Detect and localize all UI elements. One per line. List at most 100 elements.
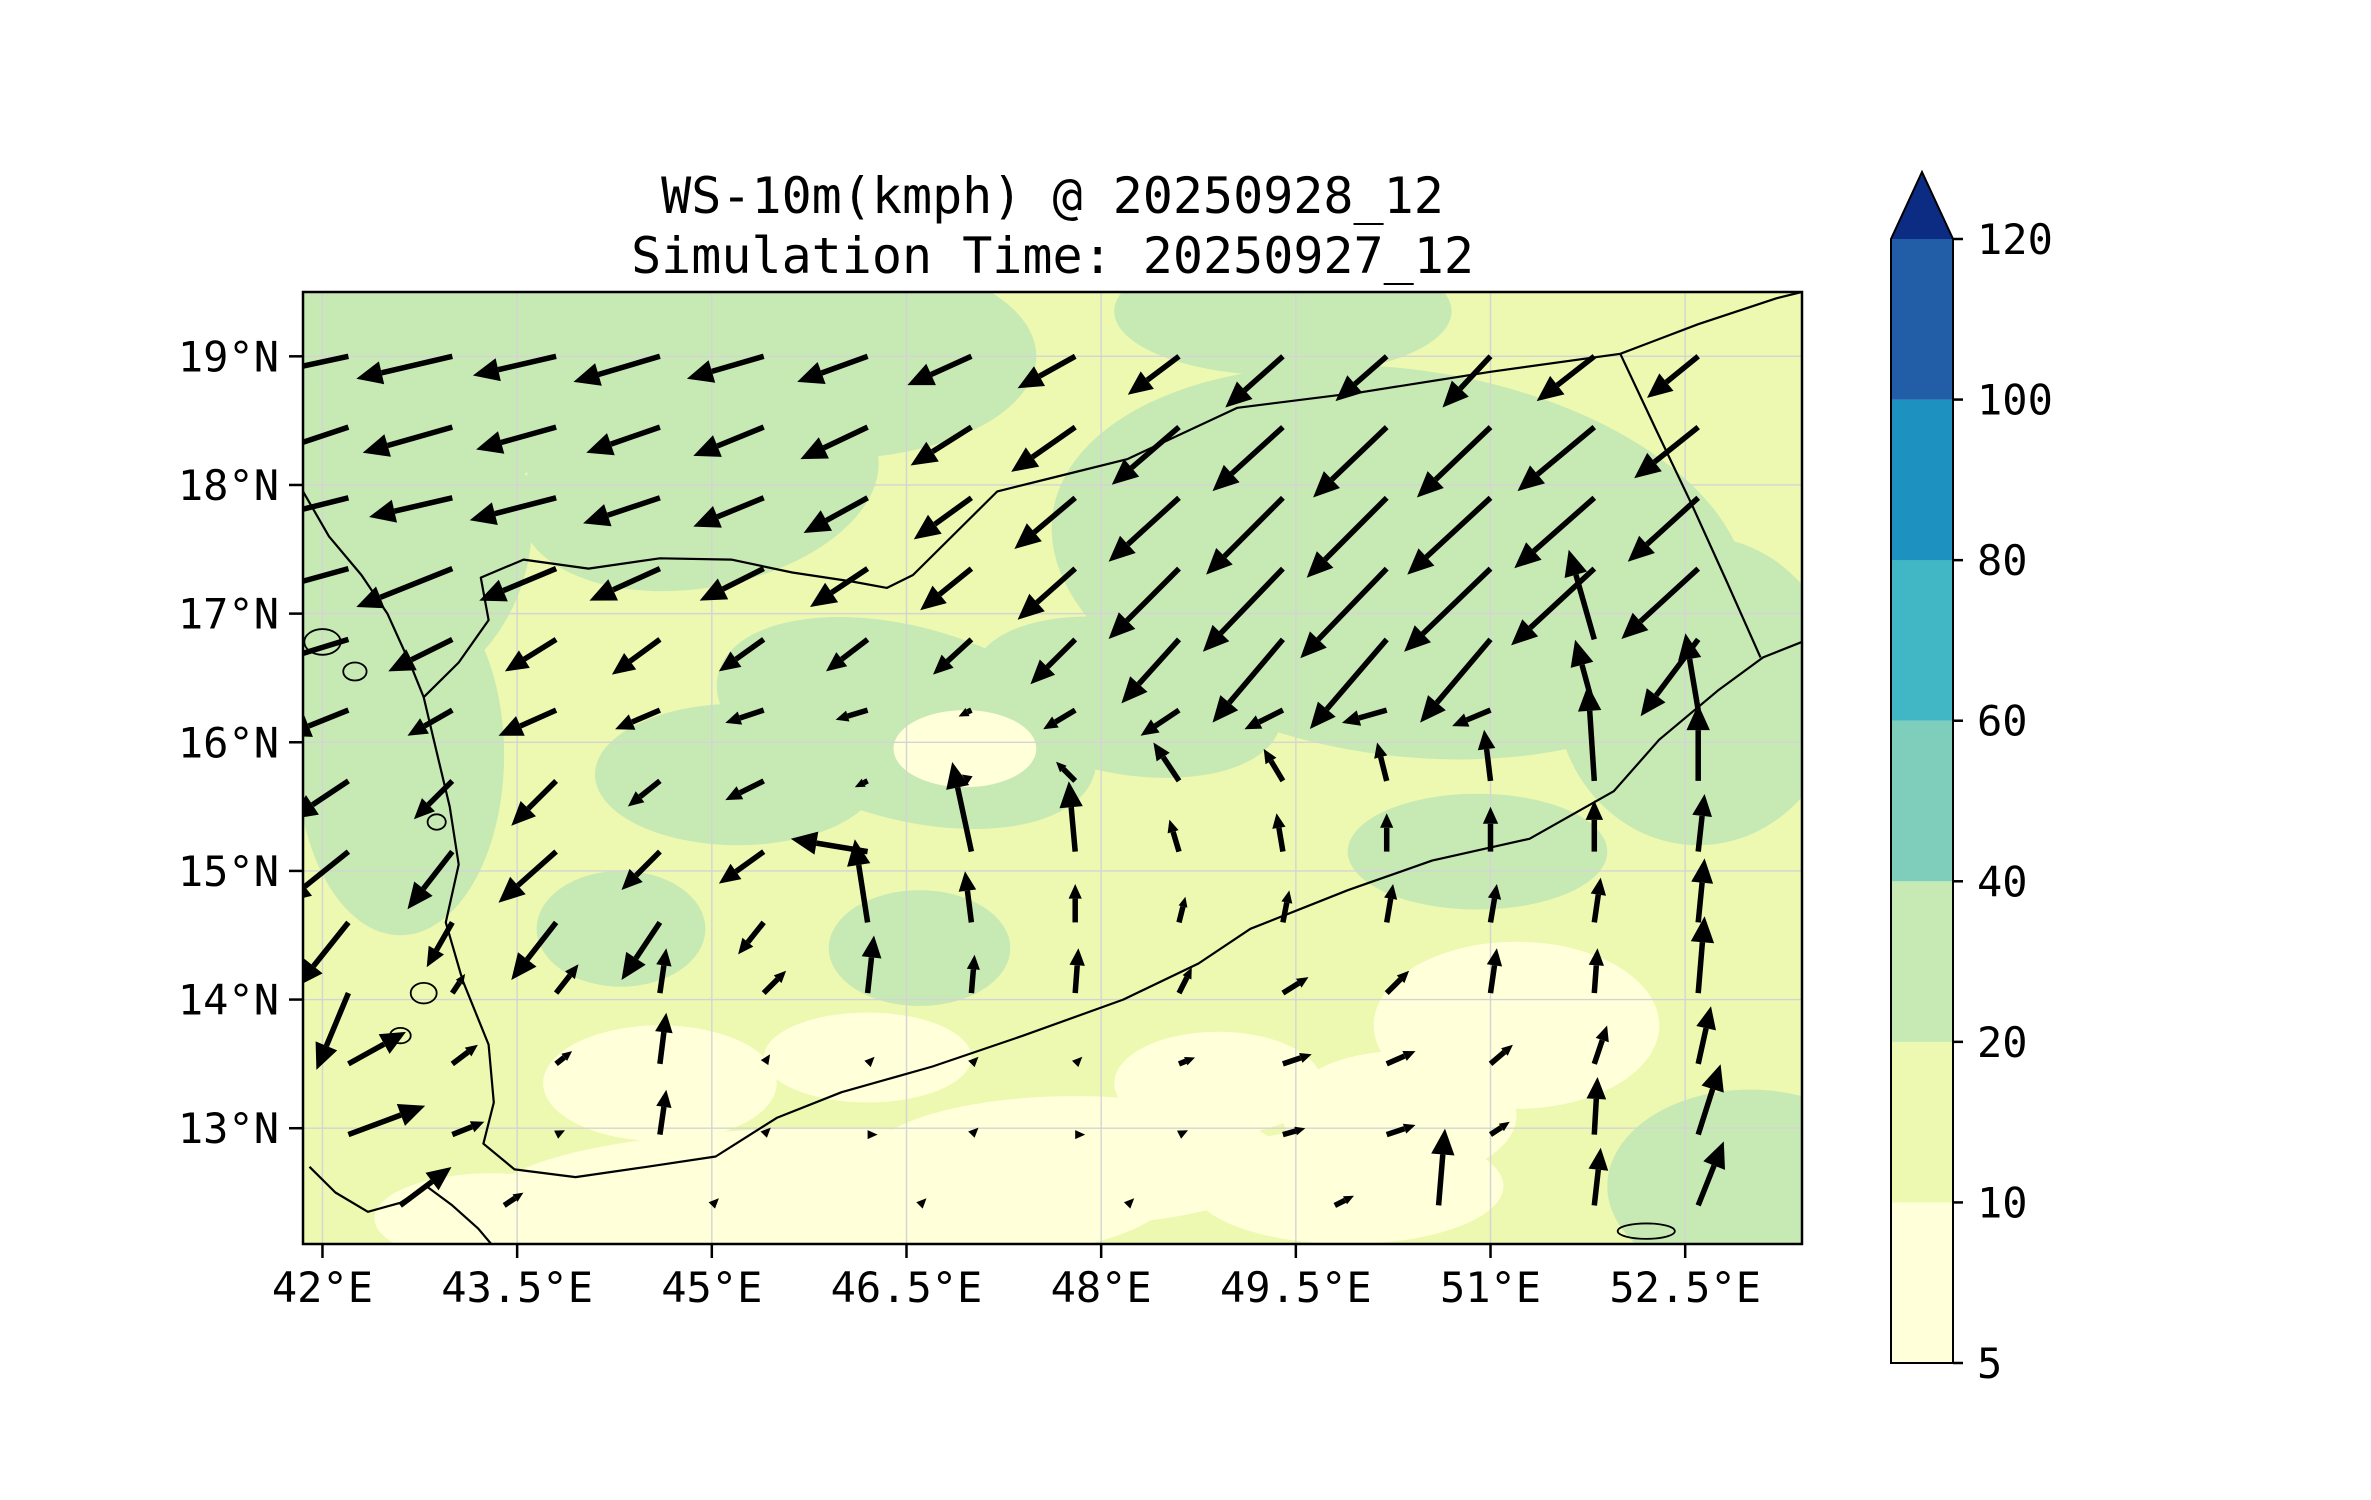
wind-arrow-shaft [1324, 637, 1389, 711]
wind-arrow-head [699, 578, 729, 601]
wind-arrow-shaft [1035, 566, 1078, 605]
wind-arrow-shaft [1353, 354, 1389, 387]
wind-arrow-head [1335, 375, 1363, 402]
wind-arrow-shaft [966, 707, 973, 715]
wind-arrow-shaft [824, 495, 869, 523]
colorbar-extend-triangle [1891, 172, 1953, 239]
wind-arrow-shaft [1333, 1197, 1347, 1208]
wind-arrow-shaft [310, 778, 350, 808]
wind-arrow-shaft [426, 778, 455, 807]
wind-arrow-shaft [1153, 707, 1181, 729]
wind-arrow-shaft [945, 637, 974, 664]
wind-arrow-head [472, 358, 501, 382]
wind-arrow-head [1691, 858, 1714, 884]
wind-arrow-shaft [1282, 1128, 1297, 1138]
wind-arrow-shaft [840, 637, 870, 662]
wind-arrow-head [966, 954, 980, 970]
wind-arrow-head [1586, 1077, 1607, 1100]
wind-arrow-shaft [1222, 495, 1285, 559]
x-tick-label: 42°E [272, 1263, 373, 1312]
wind-arrow-head [1501, 1044, 1513, 1056]
wind-arrow-head [1477, 729, 1496, 751]
wind-arrow-head [611, 653, 637, 675]
wind-arrow-shaft [1652, 424, 1700, 465]
wind-arrow-head [573, 363, 602, 386]
wind-arrow-shaft [1129, 425, 1181, 470]
x-tick-label: 46.5°E [831, 1263, 983, 1312]
wind-arrow-shaft [1276, 827, 1286, 853]
wind-arrow-shaft [855, 864, 871, 923]
wind-arrow-shaft [1695, 1088, 1716, 1136]
coastline-red-sea-and-south-coast [303, 490, 1802, 1179]
colorbar-tick-label: 10 [1977, 1178, 2028, 1227]
wind-arrow-head [511, 952, 537, 980]
wind-arrow-shaft [303, 424, 350, 446]
wind-arrow-head [1498, 1121, 1510, 1132]
wind-arrow-head [413, 798, 435, 820]
wind-arrow-shaft [745, 920, 766, 944]
wind-arrow-shaft [634, 849, 662, 878]
wind-arrow-head [861, 935, 882, 959]
wind-arrow-head [1621, 612, 1649, 639]
wind-arrow-head [907, 363, 936, 386]
contour-fill-region [1282, 1051, 1517, 1180]
y-tick-label: 17°N [178, 590, 279, 639]
wind-arrow-head [946, 762, 970, 790]
wind-arrow-shaft [657, 1106, 667, 1135]
wind-arrow-head [738, 937, 754, 955]
colorbar: 5 10 20 40 60 80 100 120 [1890, 169, 2053, 1388]
wind-arrow-head [1244, 715, 1263, 730]
wind-arrow-shaft [612, 566, 662, 593]
wind-arrow-shaft [1695, 815, 1705, 852]
wind-arrow-shaft [933, 495, 974, 527]
wind-arrow-shaft [846, 707, 869, 719]
wind-arrow-shaft [1145, 354, 1181, 383]
wind-arrow-head [958, 708, 970, 717]
wind-arrow-shaft [929, 353, 973, 378]
y-tick-label: 18°N [178, 461, 279, 510]
wind-arrow-head [1212, 464, 1240, 492]
wind-arrow-head [686, 360, 716, 383]
wind-arrow-head [1514, 542, 1542, 569]
wind-arrow-shaft [1591, 894, 1602, 923]
wind-arrow-head [790, 831, 819, 855]
wind-arrow-shaft [1072, 965, 1080, 994]
wind-arrow-head [265, 646, 293, 668]
wind-arrow-head [800, 437, 829, 460]
wind-arrow-shaft [450, 980, 462, 995]
wind-arrow-shaft [1686, 658, 1701, 711]
wind-arrow-head [933, 654, 954, 675]
wind-arrow-shaft [954, 786, 975, 853]
wind-arrow-head [1416, 471, 1444, 498]
wind-arrow-shaft [554, 1055, 567, 1067]
wind-arrow-head [1578, 684, 1602, 712]
wind-arrow-head [1108, 612, 1136, 639]
wind-arrow-head [1043, 716, 1059, 730]
wind-arrow-head [656, 948, 672, 967]
wind-arrow-head [1225, 381, 1253, 408]
colorbar-tick-label: 60 [1977, 697, 2028, 746]
wind-arrow-shaft [1433, 425, 1493, 482]
wind-arrow-shaft [1053, 707, 1077, 725]
wind-arrow-head [1309, 701, 1336, 729]
wind-arrow-head [396, 1104, 426, 1126]
wind-arrow-shaft [716, 495, 765, 520]
wind-arrow-head [1072, 1056, 1083, 1068]
wind-arrow-shaft [502, 1195, 517, 1208]
wind-arrow-head [656, 1089, 672, 1108]
wind-arrow-shaft [1638, 566, 1701, 624]
wind-arrow-head [303, 884, 312, 899]
wind-arrow-head [910, 441, 939, 466]
wind-arrow-shaft [451, 1124, 474, 1138]
wind-arrow-shaft [937, 566, 974, 597]
wind-arrow-shaft [633, 920, 663, 960]
wind-arrow-head [1030, 659, 1056, 685]
wind-arrow-head [1396, 970, 1410, 984]
wind-arrow-shaft [497, 353, 557, 373]
wind-arrow-shaft [1591, 1098, 1600, 1135]
wind-arrow-head [1692, 794, 1712, 817]
wind-arrow-head [1380, 813, 1394, 828]
wind-arrow-head [1407, 548, 1435, 575]
wind-arrow-shaft [1358, 707, 1388, 721]
wind-arrow-shaft [393, 495, 453, 514]
